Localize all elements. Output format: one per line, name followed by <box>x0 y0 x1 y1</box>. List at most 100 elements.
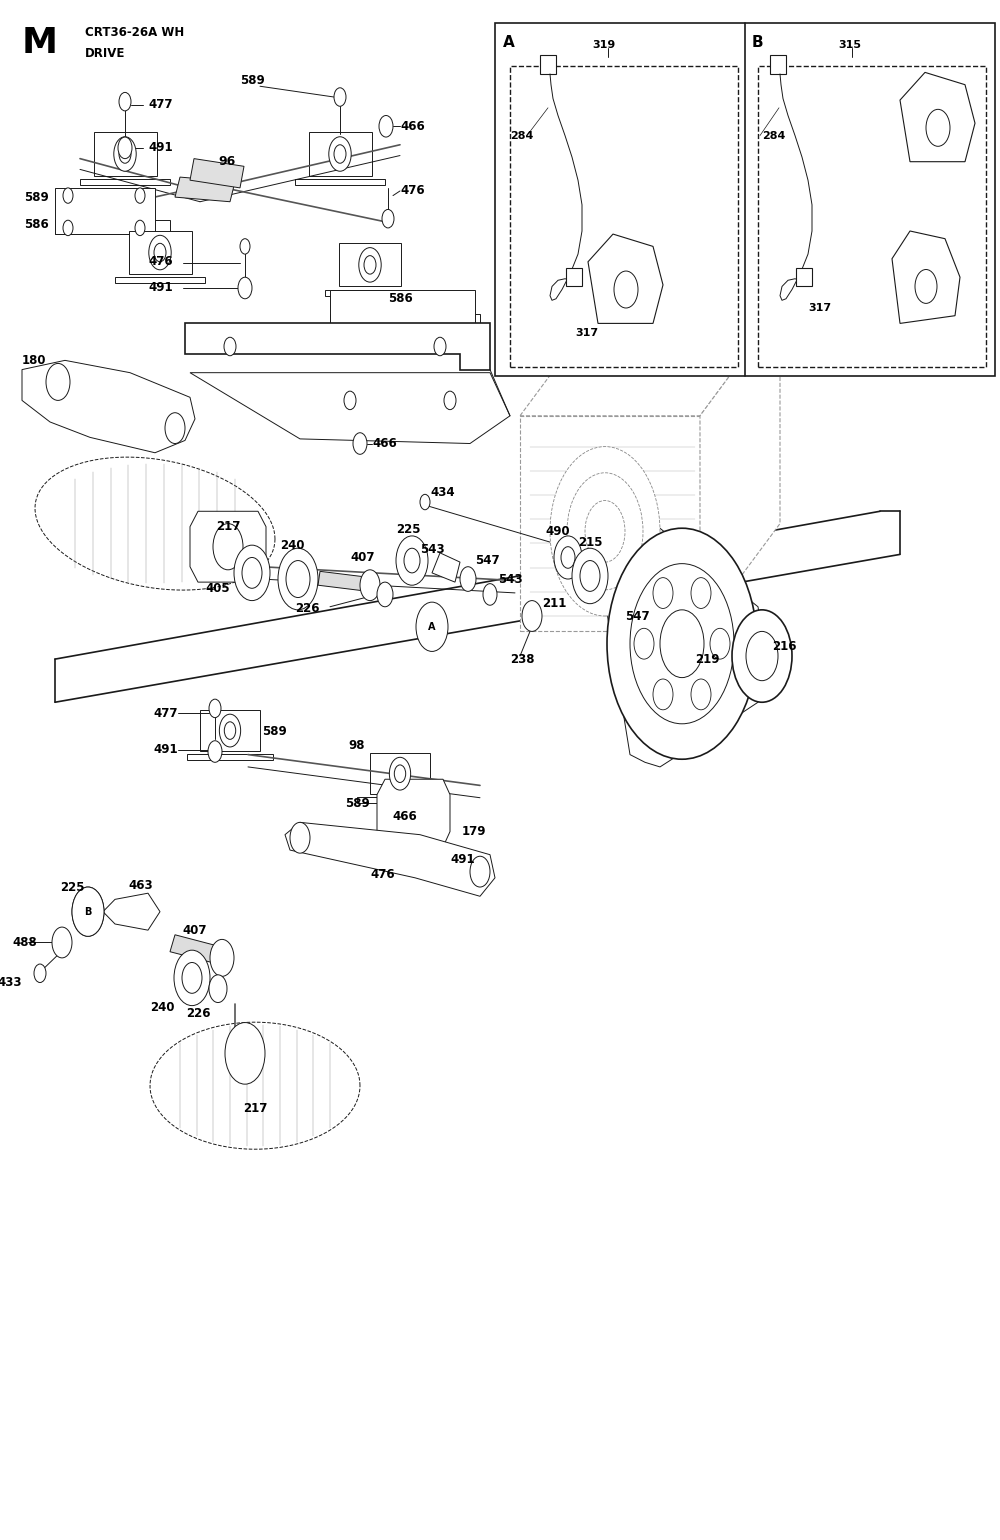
Polygon shape <box>170 935 222 964</box>
Circle shape <box>334 145 346 163</box>
Text: 407: 407 <box>350 551 374 564</box>
Polygon shape <box>330 314 480 326</box>
Circle shape <box>691 578 711 608</box>
Circle shape <box>224 337 236 356</box>
Text: 216: 216 <box>772 641 796 653</box>
Polygon shape <box>103 893 160 930</box>
Circle shape <box>224 722 236 739</box>
Bar <box>758 66 986 367</box>
Circle shape <box>732 610 792 702</box>
Circle shape <box>234 545 270 601</box>
Polygon shape <box>187 755 273 759</box>
Circle shape <box>63 188 73 203</box>
Text: 317: 317 <box>808 303 831 313</box>
Text: 284: 284 <box>510 131 533 140</box>
Circle shape <box>691 679 711 710</box>
Circle shape <box>614 271 638 308</box>
Polygon shape <box>432 553 460 582</box>
Circle shape <box>360 570 380 601</box>
Circle shape <box>290 822 310 853</box>
Text: 477: 477 <box>148 99 173 111</box>
Circle shape <box>344 391 356 410</box>
Circle shape <box>746 631 778 681</box>
Circle shape <box>364 256 376 274</box>
Text: 476: 476 <box>400 185 425 197</box>
Circle shape <box>567 473 643 590</box>
Circle shape <box>554 536 582 579</box>
Text: 491: 491 <box>148 142 173 154</box>
Text: 491: 491 <box>148 282 173 294</box>
Text: 543: 543 <box>498 573 523 585</box>
Circle shape <box>926 109 950 146</box>
Polygon shape <box>370 753 430 795</box>
Circle shape <box>219 715 241 747</box>
Text: 315: 315 <box>838 40 862 49</box>
Text: 405: 405 <box>206 582 230 594</box>
Circle shape <box>460 567 476 591</box>
Polygon shape <box>285 822 495 896</box>
Text: 217: 217 <box>243 1103 267 1115</box>
Circle shape <box>550 447 660 616</box>
Text: 476: 476 <box>148 256 173 268</box>
Polygon shape <box>22 360 195 453</box>
Bar <box>796 268 812 286</box>
Text: 547: 547 <box>625 610 650 622</box>
Circle shape <box>434 337 446 356</box>
Bar <box>495 23 995 376</box>
Polygon shape <box>55 188 155 234</box>
Polygon shape <box>190 159 244 188</box>
Circle shape <box>209 975 227 1003</box>
Circle shape <box>119 92 131 111</box>
Text: 225: 225 <box>396 524 420 536</box>
Circle shape <box>149 236 171 270</box>
Circle shape <box>80 899 96 924</box>
Circle shape <box>213 524 243 570</box>
Text: 319: 319 <box>592 40 616 49</box>
Circle shape <box>653 578 673 608</box>
Circle shape <box>470 856 490 887</box>
Text: 586: 586 <box>24 219 49 231</box>
Polygon shape <box>115 277 205 283</box>
Text: 466: 466 <box>400 120 425 132</box>
Bar <box>510 66 738 367</box>
Circle shape <box>114 137 136 171</box>
Polygon shape <box>200 710 260 752</box>
Text: 238: 238 <box>510 653 534 665</box>
Text: 240: 240 <box>150 1001 174 1013</box>
Circle shape <box>585 500 625 562</box>
Polygon shape <box>190 373 510 444</box>
Polygon shape <box>175 177 235 202</box>
Text: 476: 476 <box>370 869 395 881</box>
Text: 179: 179 <box>462 825 486 838</box>
Text: 98: 98 <box>348 739 364 752</box>
Bar <box>540 55 556 74</box>
Circle shape <box>660 610 704 678</box>
Circle shape <box>63 220 73 236</box>
Circle shape <box>209 699 221 718</box>
Polygon shape <box>94 132 156 176</box>
Text: 211: 211 <box>542 598 566 610</box>
Polygon shape <box>308 132 372 176</box>
Text: 490: 490 <box>546 525 570 537</box>
Polygon shape <box>338 243 401 286</box>
Polygon shape <box>377 779 450 847</box>
Circle shape <box>225 1023 265 1084</box>
Polygon shape <box>892 231 960 323</box>
Text: 407: 407 <box>183 924 207 936</box>
Circle shape <box>119 145 131 163</box>
Circle shape <box>396 536 428 585</box>
Text: 547: 547 <box>475 554 500 567</box>
Circle shape <box>286 561 310 598</box>
Polygon shape <box>295 179 385 185</box>
Circle shape <box>165 413 185 444</box>
Circle shape <box>915 270 937 303</box>
Circle shape <box>580 561 600 591</box>
Circle shape <box>174 950 210 1006</box>
Polygon shape <box>330 290 475 326</box>
Polygon shape <box>55 220 170 234</box>
Circle shape <box>420 494 430 510</box>
Circle shape <box>359 248 381 282</box>
Text: A: A <box>428 622 436 631</box>
Text: 317: 317 <box>575 328 598 337</box>
Polygon shape <box>185 323 490 370</box>
